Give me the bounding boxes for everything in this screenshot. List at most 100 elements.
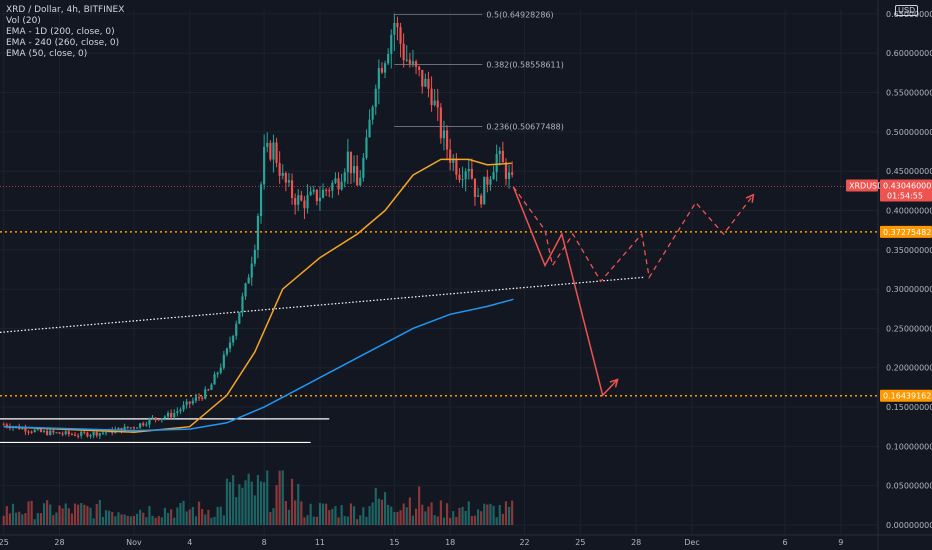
volume-bar — [483, 503, 486, 525]
volume-bar — [256, 475, 260, 525]
volume-bar — [300, 501, 303, 525]
candle-body — [377, 68, 380, 89]
candle-body — [176, 411, 179, 413]
volume-bar — [219, 506, 222, 525]
candle-body — [455, 158, 458, 175]
volume-bar — [49, 504, 52, 525]
volume-bar — [365, 516, 368, 525]
ema-1d-label[interactable]: EMA - 1D (200, close, 0) — [6, 27, 115, 37]
candle-body — [275, 142, 278, 164]
candle-body — [5, 424, 8, 427]
volume-bar — [232, 475, 235, 525]
level-price-badge — [880, 225, 932, 238]
price-tick-label: 0.30000000 — [886, 285, 932, 294]
volume-bar — [504, 501, 508, 525]
candle-body — [414, 61, 418, 67]
volume-bar — [396, 512, 399, 525]
projection-paths — [512, 186, 755, 397]
time-axis[interactable]: 25 28 Nov 4 8 11 15 18 22 25 28 Dec 6 9 — [0, 538, 843, 547]
candle-body — [173, 412, 176, 418]
volume-bar — [18, 511, 21, 525]
candle-body — [436, 100, 439, 108]
candle-body — [142, 423, 145, 426]
candle-body — [402, 43, 405, 61]
candle-body — [328, 190, 331, 192]
candle-body — [473, 178, 477, 197]
volume-bar — [92, 518, 95, 525]
projection-dashed-path — [512, 186, 754, 283]
volume-bar — [170, 509, 173, 525]
price-tick-label: 0.60000000 — [886, 49, 932, 58]
candle-body — [294, 198, 297, 205]
candle-body — [46, 430, 49, 435]
candle-body — [148, 418, 151, 425]
volume-bar — [114, 516, 117, 525]
candle-body — [166, 412, 170, 417]
candle-body — [123, 426, 126, 432]
volume-bar — [173, 517, 176, 525]
ema-240-label[interactable]: EMA - 240 (260, close, 0) — [6, 38, 120, 48]
candle-body — [36, 428, 39, 430]
candle-body — [387, 53, 390, 64]
candle-body — [480, 195, 483, 205]
volume-bar — [399, 510, 402, 525]
candle-body — [83, 431, 86, 433]
volume-bar — [225, 478, 229, 525]
candle-body — [132, 427, 136, 429]
candle-body — [424, 78, 427, 87]
fib-label: 0.236(0.50677488) — [486, 123, 564, 132]
volume-indicator-label[interactable]: Vol (20) — [6, 16, 41, 26]
candle-body — [486, 176, 489, 185]
symbol-title[interactable]: XRD / Dollar, 4h, BITFINEX — [6, 5, 125, 15]
candle-body — [371, 106, 374, 120]
candle-body — [70, 434, 74, 436]
volume-bar — [2, 515, 5, 525]
volume-bar — [297, 484, 300, 525]
price-tick-label: 0.35000000 — [886, 246, 932, 255]
volume-bar — [318, 502, 322, 525]
candle-body — [126, 426, 129, 428]
time-tick-label: 9 — [838, 538, 843, 547]
volume-bar — [210, 517, 213, 525]
volume-bar — [408, 497, 411, 525]
candle-body — [272, 142, 275, 160]
candle-body — [210, 384, 213, 390]
candle-body — [430, 88, 433, 106]
candle-body — [182, 405, 185, 410]
volume-bar — [73, 503, 77, 525]
ema-lines — [3, 158, 514, 433]
price-tick-label: 0.20000000 — [886, 364, 932, 373]
price-axis[interactable]: 0.65000000 0.60000000 0.55000000 0.50000000… — [886, 10, 932, 530]
volume-bar — [380, 499, 384, 525]
volume-bar — [337, 517, 340, 525]
volume-bar — [269, 512, 272, 525]
volume-bar — [228, 481, 232, 525]
volume-bar — [331, 508, 334, 525]
volume-bar — [250, 481, 253, 525]
volume-bar — [511, 500, 514, 525]
volume-bar — [352, 506, 356, 525]
volume-bar — [64, 503, 67, 525]
candle-body — [390, 34, 393, 54]
candle-body — [67, 431, 70, 435]
volume-bar — [498, 505, 501, 525]
candle-body — [80, 431, 83, 436]
candle-body — [383, 63, 387, 73]
volume-bar — [253, 495, 256, 525]
candle-body — [77, 435, 80, 437]
candle-body — [300, 195, 303, 201]
volume-bar — [185, 511, 188, 525]
candle-body — [58, 432, 61, 434]
candle-body — [101, 432, 105, 434]
volume-bar — [160, 517, 163, 525]
ema-50-label[interactable]: EMA (50, close, 0) — [6, 49, 88, 59]
volume-bar — [312, 516, 315, 525]
candle-body — [244, 283, 247, 297]
volume-bar — [349, 503, 353, 525]
candle-body — [21, 427, 24, 430]
volume-bar — [201, 508, 204, 525]
price-tick-label: 0.55000000 — [886, 89, 932, 98]
volume-bar — [157, 516, 160, 525]
currency-button[interactable]: USD — [895, 5, 918, 16]
